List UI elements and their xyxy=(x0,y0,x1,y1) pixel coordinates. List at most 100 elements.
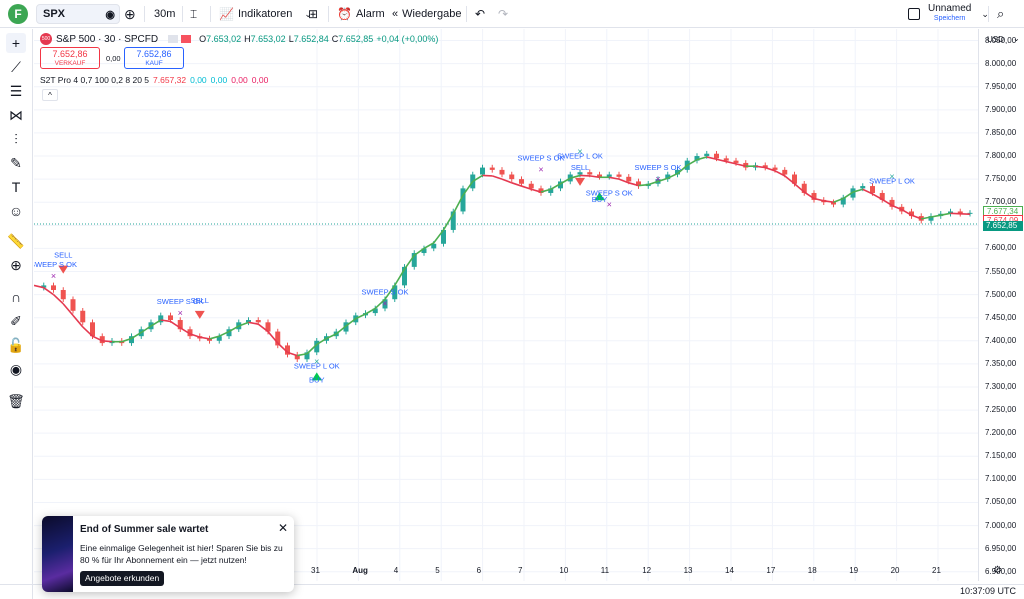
time-tick-label: 12 xyxy=(642,566,652,575)
sell-button[interactable]: 7.652,86 VERKAUF xyxy=(40,47,100,69)
ohlc-change: +0,04 (+0,00%) xyxy=(376,34,439,44)
forecast-icon[interactable]: ⫶ xyxy=(14,130,18,147)
buy-button[interactable]: 7.652,86 KAUF xyxy=(124,47,184,69)
legend-collapse-icon[interactable] xyxy=(168,35,179,43)
status-bar: 10:37:09 UTC xyxy=(0,584,1024,599)
candle-body xyxy=(743,162,749,168)
emoji-icon[interactable]: ☺ xyxy=(8,203,24,219)
close-icon[interactable]: ✕ xyxy=(277,521,288,535)
legend-toggle-icon[interactable] xyxy=(181,35,192,43)
chart-type-button[interactable]: ⌶ xyxy=(190,4,197,24)
signal-label: SELL xyxy=(571,163,589,172)
clock-time[interactable]: 10:37:09 UTC xyxy=(959,586,1016,596)
ma-line-segment xyxy=(706,156,717,161)
account-avatar[interactable]: F xyxy=(8,4,28,24)
brush-icon[interactable]: ✎ xyxy=(10,154,22,171)
eye-icon[interactable]: ◉ xyxy=(105,9,115,21)
ma-line-segment xyxy=(755,165,766,169)
candle-body xyxy=(187,329,193,337)
sweep-s-marker-icon: × xyxy=(51,271,56,281)
candle-body xyxy=(421,248,427,254)
explore-offers-button[interactable]: Angebote erkunden xyxy=(80,571,165,586)
ma-line-segment xyxy=(540,188,551,193)
signal-label: SELL xyxy=(54,251,72,260)
symbol-search[interactable]: SPX ◉ xyxy=(36,4,120,24)
ma-line-segment xyxy=(121,337,132,343)
alert-button[interactable]: ⏰ Alarm xyxy=(337,4,385,24)
pattern-icon[interactable]: ⋈ xyxy=(9,106,23,123)
lock-drawing-icon[interactable]: ✐ xyxy=(10,312,22,329)
time-tick-label: 10 xyxy=(559,566,569,575)
legend-collapse-button[interactable]: ^ xyxy=(42,89,58,101)
undo-button[interactable]: ↶ xyxy=(475,4,485,24)
price-axis[interactable]: USD ⌄ 8.050,00 8.000,00 7.950,00 7.900,00 7.… xyxy=(978,29,1024,581)
price-tick-label: 7.300,00 xyxy=(985,381,1017,391)
symbol-name: SPX xyxy=(43,8,66,20)
zoom-in-icon[interactable]: ⊕ xyxy=(10,256,22,273)
layout-status: Speichern xyxy=(933,15,966,22)
candle-body xyxy=(480,167,485,175)
time-tick-label: 13 xyxy=(683,566,693,575)
toolbar-divider xyxy=(210,6,211,22)
ohlc-open-label: O xyxy=(199,34,207,44)
time-axis[interactable]: 31 Aug 4 5 6 7 10 11 12 13 14 17 18 19 20 21 xyxy=(34,562,978,581)
ma-line-segment xyxy=(550,183,561,190)
replay-button[interactable]: « Wiedergabe xyxy=(392,4,461,24)
ruler-icon[interactable]: 📏 xyxy=(7,232,25,249)
text-icon[interactable]: T xyxy=(11,179,21,195)
trend-line-icon[interactable]: ⟋ xyxy=(11,58,21,75)
signal-label: SELL xyxy=(191,296,209,305)
ma-line-segment xyxy=(657,177,669,183)
promo-text: Eine einmalige Gelegenheit ist hier! Spa… xyxy=(80,543,283,565)
chart-pane[interactable]: SELL × SWEEP S OK × SWEEP S OK SELL × SWEEP L O… xyxy=(30,29,978,581)
fib-lines-icon[interactable]: ☰ xyxy=(9,82,23,99)
currency-label[interactable]: USD xyxy=(987,35,1004,44)
indicator-legend[interactable]: S2T Pro 4 0,7 100 0,2 8 20 5 7.657,32 0,… xyxy=(40,75,268,85)
ma-line-segment xyxy=(521,185,532,191)
layout-name-group: Unnamed Speichern xyxy=(928,4,971,24)
alarm-clock-icon: ⏰ xyxy=(337,7,352,21)
buy-price: 7.652,86 xyxy=(136,49,172,59)
axis-settings-icon[interactable]: ⚙ xyxy=(993,565,1002,576)
signal-label: SWEEP L OK xyxy=(869,177,915,186)
ma-line-segment xyxy=(131,331,142,340)
ma-line-segment xyxy=(560,177,571,185)
quick-search-button[interactable]: ⌕ xyxy=(997,4,1004,24)
sell-arrow-icon xyxy=(575,177,585,186)
time-tick-label: 31 xyxy=(311,566,320,575)
ma-line-segment xyxy=(82,326,94,337)
redo-button[interactable]: ↷ xyxy=(498,4,508,24)
candle-body xyxy=(714,153,719,159)
ma-line-segment xyxy=(160,319,171,323)
trash-icon[interactable]: 🗑 xyxy=(7,392,25,409)
candle-body xyxy=(616,174,622,177)
price-tick-label: 7.600,00 xyxy=(985,243,1017,253)
lock-icon[interactable]: 🔓 xyxy=(7,336,25,353)
ma-line-segment xyxy=(277,342,289,353)
signal-label: SWEEP S OK xyxy=(518,154,565,163)
magnet-icon[interactable]: ∩ xyxy=(10,289,22,305)
symbol-title[interactable]: S&P 500 · 30 · SPCFD xyxy=(56,33,159,45)
layout-save-button[interactable]: Unnamed Speichern ⌄ xyxy=(908,4,989,24)
ma-line-segment xyxy=(442,213,454,231)
add-symbol-button[interactable]: ⊕ xyxy=(124,4,136,24)
layout-box-icon xyxy=(908,8,920,20)
indicators-button[interactable]: 📈 Indikatoren ⌄ xyxy=(219,4,312,24)
signal-label: BUY xyxy=(309,375,324,384)
interval-button[interactable]: 30m xyxy=(154,8,176,20)
time-tick-label: 7 xyxy=(518,566,523,575)
chevron-down-icon[interactable]: ⌄ xyxy=(1013,34,1020,43)
crosshair-icon[interactable]: + xyxy=(6,33,26,53)
candle-body xyxy=(489,167,495,170)
ma-line-segment xyxy=(813,197,824,202)
ma-line-segment xyxy=(609,176,620,180)
layouts-button[interactable]: ⊞ xyxy=(308,4,318,24)
price-marker-label: 7.677,34 xyxy=(983,205,1023,216)
candle-body xyxy=(460,188,466,212)
indicator-value-3: 0,00 xyxy=(210,75,228,85)
eye-icon[interactable]: ◉ xyxy=(9,360,23,377)
candle-body xyxy=(606,174,612,177)
ma-line-segment xyxy=(297,352,308,357)
ma-line-segment xyxy=(62,303,74,316)
